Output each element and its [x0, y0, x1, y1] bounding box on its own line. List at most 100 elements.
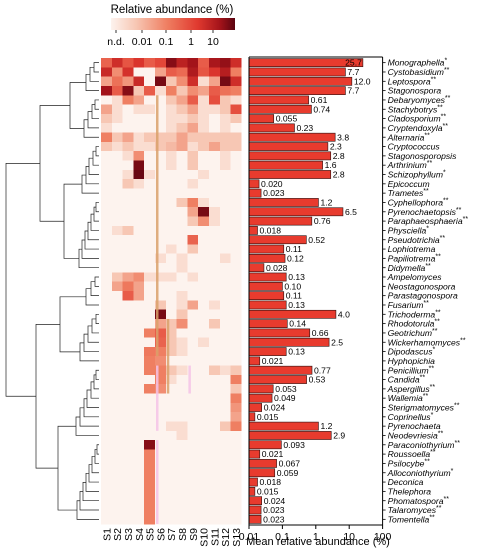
heatmap-cell	[176, 151, 188, 161]
heatmap-cell	[219, 244, 231, 255]
heatmap-cell	[219, 67, 231, 77]
heatmap-cell	[187, 291, 199, 301]
heatmap-cell	[111, 207, 123, 217]
heatmap-cell	[111, 384, 123, 394]
bar	[248, 440, 282, 450]
heatmap-cell	[176, 281, 188, 292]
heatmap-cell	[187, 160, 199, 171]
genus-label: Fusarium**	[388, 300, 430, 311]
sample-label: S6	[155, 528, 167, 541]
heatmap-cell	[209, 421, 221, 432]
heatmap-cell	[165, 346, 177, 357]
heatmap-cell	[209, 514, 221, 525]
bar	[248, 226, 258, 235]
heatmap-cell	[144, 384, 156, 394]
heatmap-cell	[144, 356, 156, 366]
heatmap-cell	[230, 458, 242, 469]
heatmap-cell	[144, 67, 156, 77]
significance-mark: *	[426, 225, 429, 232]
dendrogram-branch	[91, 104, 99, 119]
heatmap-cell	[209, 76, 221, 87]
heatmap-cell	[155, 58, 167, 68]
heatmap-cell	[101, 76, 113, 87]
heatmap-cell	[209, 95, 221, 105]
heatmap-cell	[176, 514, 188, 525]
heatmap-cell	[122, 235, 134, 245]
heatmap-cell	[219, 449, 231, 460]
heatmap-cell	[101, 141, 113, 152]
genus-label: Neodevriesia**	[388, 430, 444, 441]
heatmap-cell	[219, 76, 231, 87]
heatmap-cell	[111, 244, 123, 255]
bar-value-label: 3.8	[337, 132, 349, 142]
bar	[248, 142, 329, 151]
bar-value-label: 0.024	[264, 403, 286, 413]
genus-label: Epicoccum	[388, 179, 430, 189]
genus-label: Tomentella**	[388, 514, 435, 525]
dendrogram-branch	[63, 183, 82, 259]
heatmap-cell	[198, 179, 210, 189]
heatmap-cell	[230, 412, 242, 422]
heatmap-cell	[198, 374, 210, 385]
heatmap-cell	[133, 151, 145, 161]
heatmap-cell	[198, 291, 210, 301]
heatmap-cell	[198, 253, 210, 264]
genus-label: Coprinellus*	[388, 411, 434, 422]
heatmap-cell	[133, 216, 145, 227]
bar	[248, 459, 277, 468]
heatmap-cell	[187, 328, 199, 338]
heatmap-cell	[133, 458, 145, 469]
genus-label: Debaryomyces**	[388, 95, 451, 106]
heatmap-cell	[155, 393, 167, 404]
heatmap-cell	[176, 412, 188, 422]
heatmap-cell	[122, 132, 134, 143]
heatmap-cell	[176, 449, 188, 460]
heatmap-cell	[165, 384, 177, 394]
bar	[248, 291, 285, 301]
heatmap-cell	[144, 179, 156, 189]
heatmap-cell	[198, 207, 210, 217]
heatmap-cell	[198, 318, 210, 329]
heatmap-cell	[122, 496, 134, 506]
heatmap-cell	[165, 169, 177, 180]
heatmap-cell	[101, 318, 113, 329]
genus-label: Cyphellophora**	[388, 197, 449, 208]
heatmap-cell	[176, 188, 188, 199]
heatmap-cell	[187, 514, 199, 525]
heatmap-cell	[219, 412, 231, 422]
heatmap-cell	[111, 458, 123, 469]
heatmap-cell	[198, 393, 210, 404]
heatmap-cell	[230, 76, 242, 87]
heatmap-cell	[144, 328, 156, 338]
heatmap-cell	[101, 291, 113, 301]
heatmap-cell	[133, 449, 145, 460]
heatmap-cell	[111, 300, 123, 310]
heatmap-cell	[101, 309, 113, 320]
heatmap-cell	[198, 76, 210, 87]
heatmap-cell	[176, 477, 188, 488]
heatmap-cell	[122, 468, 134, 478]
heatmap-cell	[198, 328, 210, 338]
heatmap-cell	[187, 85, 199, 96]
heatmap-cell	[219, 216, 231, 227]
heatmap-cell	[155, 207, 167, 217]
heatmap-cell	[144, 309, 156, 320]
heatmap-cell	[187, 337, 199, 348]
heatmap-cell	[176, 458, 188, 469]
bar-value-label: 2.5	[331, 337, 343, 347]
heatmap-cell	[122, 85, 134, 96]
bar-value-label: 0.52	[308, 235, 325, 245]
heatmap-cell	[176, 402, 188, 413]
heatmap-cell	[209, 496, 221, 506]
heatmap-cell	[111, 505, 123, 515]
heatmap-cell	[122, 58, 134, 68]
heatmap-cell	[230, 337, 242, 348]
bar	[248, 244, 285, 254]
dendrogram-branch	[83, 398, 99, 418]
heatmap-cell	[219, 188, 231, 199]
heatmap-cell	[187, 216, 199, 227]
heatmap-cell	[176, 505, 188, 515]
heatmap-cell	[144, 151, 156, 161]
heatmap-cell	[122, 346, 134, 357]
